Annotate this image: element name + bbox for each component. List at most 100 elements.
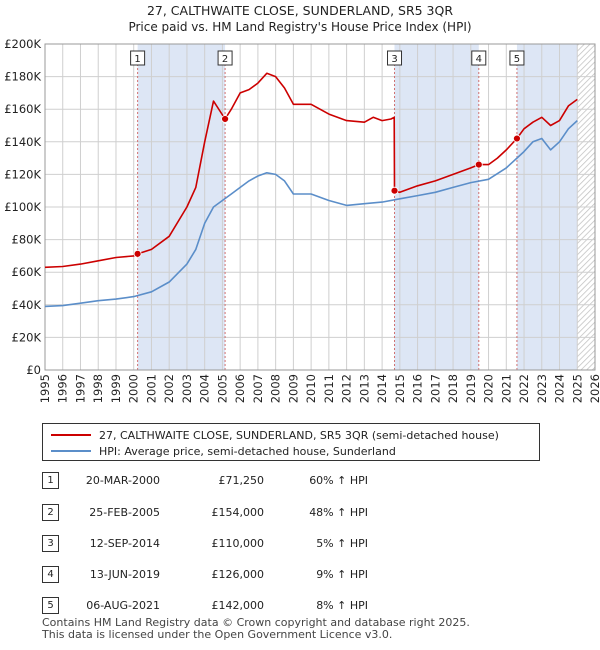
- sale-price: £110,000: [211, 537, 265, 550]
- sale-price: £154,000: [211, 506, 265, 519]
- sale-marker-box: [217, 50, 233, 66]
- footer: Contains HM Land Registry data © Crown c…: [42, 617, 470, 641]
- sale-hpi-change: 48% ↑ HPI: [309, 506, 368, 519]
- y-tick-label: £160K: [4, 102, 41, 116]
- x-tick-label: 2008: [269, 374, 283, 403]
- property-price-line: [44, 72, 578, 269]
- price-chart: 27, CALTHWAITE CLOSE, SUNDERLAND, SR5 3Q…: [4, 3, 600, 403]
- sale-date: 06-AUG-2021: [86, 599, 160, 612]
- sale-marker-label: 3: [391, 54, 397, 65]
- footer-licence: This data is licensed under the Open Gov…: [42, 628, 393, 641]
- y-tick-label: £180K: [4, 70, 41, 84]
- y-tick-label: £80K: [12, 233, 42, 247]
- x-tick-label: 2026: [588, 374, 600, 403]
- y-tick-label: £120K: [4, 167, 41, 181]
- x-tick-label: 2003: [180, 374, 194, 403]
- x-tick-label: 2006: [233, 374, 247, 403]
- sale-price: £71,250: [218, 474, 265, 487]
- x-tick-label: 2023: [535, 374, 549, 403]
- x-tick-label: 1995: [38, 374, 52, 403]
- sale-row: 4 13-JUN-2019 £126,000 9% ↑ HPI: [42, 564, 442, 584]
- x-tick-label: 2013: [357, 374, 371, 403]
- sale-marker-box: [509, 50, 525, 66]
- sale-marker-label: 5: [514, 54, 520, 65]
- x-tick-label: 1996: [56, 374, 70, 403]
- x-tick-label: 2004: [198, 374, 212, 403]
- x-tick-label: 1999: [109, 374, 123, 403]
- legend-label-hpi: HPI: Average price, semi-detached house,…: [99, 444, 396, 458]
- x-tick-label: 2009: [286, 374, 300, 403]
- sale-point: [221, 115, 229, 123]
- sale-row: 3 12-SEP-2014 £110,000 5% ↑ HPI: [42, 533, 442, 553]
- legend-label-property: 27, CALTHWAITE CLOSE, SUNDERLAND, SR5 3Q…: [99, 428, 499, 442]
- legend-swatch-hpi: [51, 450, 91, 452]
- sale-date: 13-JUN-2019: [89, 568, 160, 581]
- x-tick-label: 2001: [144, 374, 158, 403]
- x-tick-label: 2007: [251, 374, 265, 403]
- x-tick-label: 2019: [464, 374, 478, 403]
- sale-marker-label: 2: [222, 54, 228, 65]
- sale-number-badge: 2: [42, 504, 59, 521]
- x-tick-label: 2021: [499, 374, 513, 403]
- sale-point: [474, 160, 483, 169]
- x-tick-label: 2017: [428, 374, 442, 403]
- y-tick-label: £60K: [12, 265, 42, 279]
- sale-marker-box: [387, 50, 403, 66]
- sale-row: 5 06-AUG-2021 £142,000 8% ↑ HPI: [42, 595, 442, 615]
- sale-marker-box: [130, 50, 146, 66]
- sale-point: [513, 134, 521, 143]
- plot-frame: [44, 43, 596, 371]
- sale-marker-label: 1: [134, 54, 140, 65]
- x-tick-label: 2000: [127, 374, 141, 403]
- x-tick-label: 2010: [304, 374, 318, 403]
- sale-row: 1 20-MAR-2000 £71,250 60% ↑ HPI: [42, 470, 442, 490]
- sale-hpi-change: 8% ↑ HPI: [316, 599, 368, 612]
- legend-item-hpi: HPI: Average price, semi-detached house,…: [51, 443, 396, 459]
- x-tick-label: 2011: [322, 374, 336, 403]
- y-tick-label: £200K: [4, 37, 41, 51]
- x-tick-label: 2005: [215, 374, 229, 403]
- sale-price: £142,000: [211, 599, 265, 612]
- x-tick-label: 2002: [162, 374, 176, 403]
- legend-swatch-property: [51, 434, 91, 436]
- legend-item-property: 27, CALTHWAITE CLOSE, SUNDERLAND, SR5 3Q…: [51, 427, 499, 443]
- x-tick-label: 1997: [73, 374, 87, 403]
- sale-point: [390, 186, 399, 195]
- sale-number-badge: 5: [42, 597, 59, 614]
- x-tick-label: 2014: [375, 374, 389, 403]
- legend: 27, CALTHWAITE CLOSE, SUNDERLAND, SR5 3Q…: [42, 423, 540, 461]
- x-tick-label: 2016: [411, 374, 425, 403]
- sale-marker-label: 4: [476, 54, 482, 65]
- sale-date: 20-MAR-2000: [85, 474, 160, 487]
- plot-area: £0 £20K £40K £60K £80K £100K £120K £140K £160K £1…: [4, 37, 600, 403]
- y-tick-label: £20K: [12, 330, 42, 344]
- x-tick-label: 2022: [517, 374, 531, 403]
- sale-marker-box: [471, 50, 487, 66]
- sale-number-badge: 3: [42, 535, 59, 552]
- y-tick-label: £0: [26, 363, 41, 377]
- y-tick-label: £40K: [12, 298, 42, 312]
- hpi-line: [44, 120, 578, 308]
- footer-copyright: Contains HM Land Registry data © Crown c…: [42, 616, 470, 629]
- sale-hpi-change: 60% ↑ HPI: [309, 474, 368, 487]
- sale-point: [133, 249, 142, 258]
- sale-row: 2 25-FEB-2005 £154,000 48% ↑ HPI: [42, 502, 442, 522]
- x-tick-label: 2020: [482, 374, 496, 403]
- x-tick-label: 2012: [340, 374, 354, 403]
- x-tick-label: 2024: [553, 374, 567, 403]
- sale-hpi-change: 9% ↑ HPI: [316, 568, 368, 581]
- sale-price: £126,000: [211, 568, 265, 581]
- x-tick-label: 2018: [446, 374, 460, 403]
- x-tick-label: 2025: [570, 374, 584, 403]
- sale-number-badge: 1: [42, 472, 59, 489]
- chart-title: 27, CALTHWAITE CLOSE, SUNDERLAND, SR5 3Q…: [147, 3, 453, 18]
- chart-subtitle: Price paid vs. HM Land Registry's House …: [128, 20, 471, 34]
- sale-number-badge: 4: [42, 566, 59, 583]
- x-tick-label: 1998: [91, 374, 105, 403]
- sale-hpi-change: 5% ↑ HPI: [316, 537, 368, 550]
- y-tick-label: £100K: [4, 200, 41, 214]
- sale-date: 25-FEB-2005: [89, 506, 160, 519]
- x-tick-label: 2015: [393, 374, 407, 403]
- sale-date: 12-SEP-2014: [89, 537, 160, 550]
- y-tick-label: £140K: [4, 135, 41, 149]
